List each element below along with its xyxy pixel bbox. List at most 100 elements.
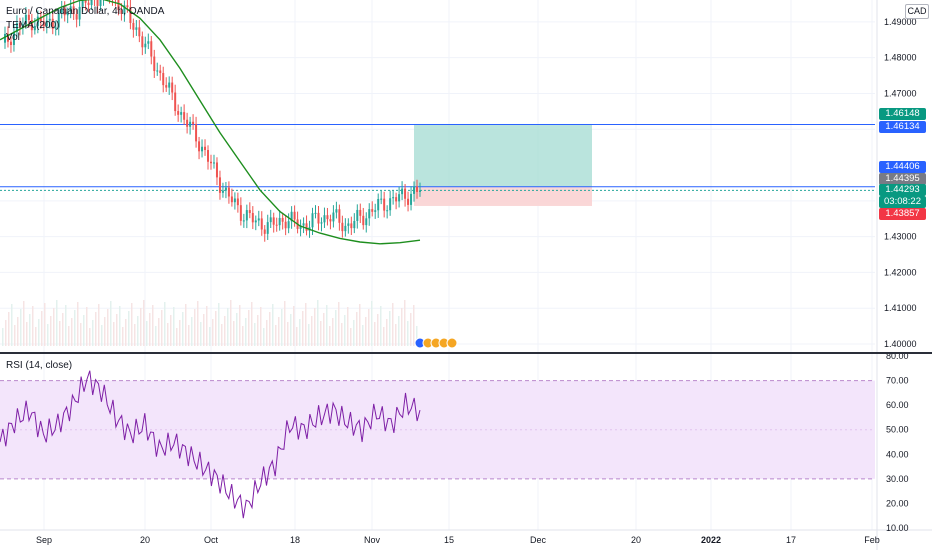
candle-body-76 [227,187,230,197]
candle-body-128 [383,198,386,211]
volume-bar-31 [95,312,97,346]
candle-body-55 [165,85,168,88]
candle-body-120 [359,209,362,216]
volume-bar-78 [236,313,238,346]
candle-body-13 [39,16,42,22]
volume-bar-79 [239,305,241,346]
volume-bar-1 [5,320,7,346]
time-tick-label: 20 [631,535,641,545]
volume-bar-115 [347,307,349,346]
candle-body-67 [201,146,204,152]
candle-body-129 [386,210,389,212]
volume-bar-111 [335,310,337,346]
candle-body-27 [81,0,84,7]
volume-bar-58 [176,328,178,346]
price-tick-label: 1.41000 [884,303,917,313]
volume-bar-70 [212,319,214,346]
price-tag[interactable]: 1.43857 [879,208,926,220]
rsi-tick-label: 30.00 [886,474,909,484]
volume-bar-21 [65,305,67,346]
volume-bar-95 [287,322,289,346]
volume-bar-13 [41,311,43,346]
time-tick-label: 18 [290,535,300,545]
rsi-tick-label: 20.00 [886,498,909,508]
volume-bar-54 [164,302,166,346]
volume-bar-63 [191,317,193,346]
volume-bar-12 [38,319,40,346]
candle-body-56 [168,82,171,88]
volume-bar-92 [278,317,280,346]
candle-body-116 [347,223,350,226]
currency-badge[interactable]: CAD [905,4,929,19]
candle-body-40 [120,10,123,14]
volume-bar-10 [32,306,34,346]
candle-body-41 [123,5,126,14]
volume-bar-52 [158,318,160,346]
volume-bar-42 [128,311,130,346]
candle-body-130 [389,198,392,211]
volume-bar-37 [113,322,115,346]
candle-body-62 [186,119,189,127]
volume-bar-84 [254,323,256,346]
volume-bar-5 [17,317,19,346]
candle-body-69 [207,150,210,162]
volume-bar-8 [26,322,28,346]
volume-bar-74 [224,316,226,346]
candle-body-134 [401,188,404,195]
price-tick-label: 1.40000 [884,339,917,349]
volume-bar-86 [260,307,262,346]
candle-body-21 [63,8,66,16]
volume-bar-22 [68,326,70,346]
volume-bar-36 [110,301,112,346]
symbol-legend[interactable]: Euro / Canadian Dollar, 4h, OANDA [6,6,165,17]
tema-legend[interactable]: TEMA (200) [6,20,60,31]
volume-bar-127 [383,327,385,346]
vol-legend[interactable]: Vol [6,32,20,43]
volume-bar-118 [356,312,358,346]
price-tick-label: 1.42000 [884,267,917,277]
pane-separator[interactable] [0,352,932,354]
volume-bar-93 [281,309,283,346]
candle-body-109 [326,215,329,220]
rsi-tick-label: 40.00 [886,449,909,459]
rsi-legend[interactable]: RSI (14, close) [6,360,73,371]
volume-bar-106 [320,321,322,346]
volume-bar-83 [251,302,253,346]
time-tick-label: 2022 [701,535,721,545]
candle-body-5 [15,23,18,32]
volume-bar-81 [245,318,247,346]
volume-bar-108 [326,305,328,346]
candle-body-88 [263,229,266,234]
candle-body-123 [368,209,371,219]
volume-bar-48 [146,321,148,346]
price-tag[interactable]: 1.46134 [879,121,926,133]
volume-bar-14 [44,303,46,346]
candle-body-91 [272,217,275,225]
candle-body-11 [33,25,36,31]
candle-body-19 [57,12,60,28]
price-tag[interactable]: 1.46148 [879,108,926,120]
volume-bar-136 [410,313,412,346]
candle-body-79 [236,198,239,206]
candle-body-140 [419,190,421,192]
volume-bar-77 [233,321,235,346]
candle-body-85 [254,220,257,223]
volume-bar-23 [71,318,73,346]
volume-bar-135 [407,321,409,346]
price-tag[interactable]: 1.44293 [879,184,926,196]
volume-bar-107 [323,313,325,346]
candle-body-117 [350,223,353,229]
candle-body-29 [87,2,90,6]
candle-body-90 [269,217,272,223]
candle-body-113 [338,209,341,223]
volume-bar-90 [272,304,274,346]
volume-bar-64 [194,309,196,346]
price-tag[interactable]: 1.44395 [879,173,926,185]
candle-body-52 [156,70,159,72]
candle-body-20 [60,8,63,13]
volume-bar-16 [50,316,52,346]
price-tag[interactable]: 1.44406 [879,161,926,173]
candle-body-48 [144,43,147,48]
price-tag[interactable]: 03:08:22 [879,196,926,208]
